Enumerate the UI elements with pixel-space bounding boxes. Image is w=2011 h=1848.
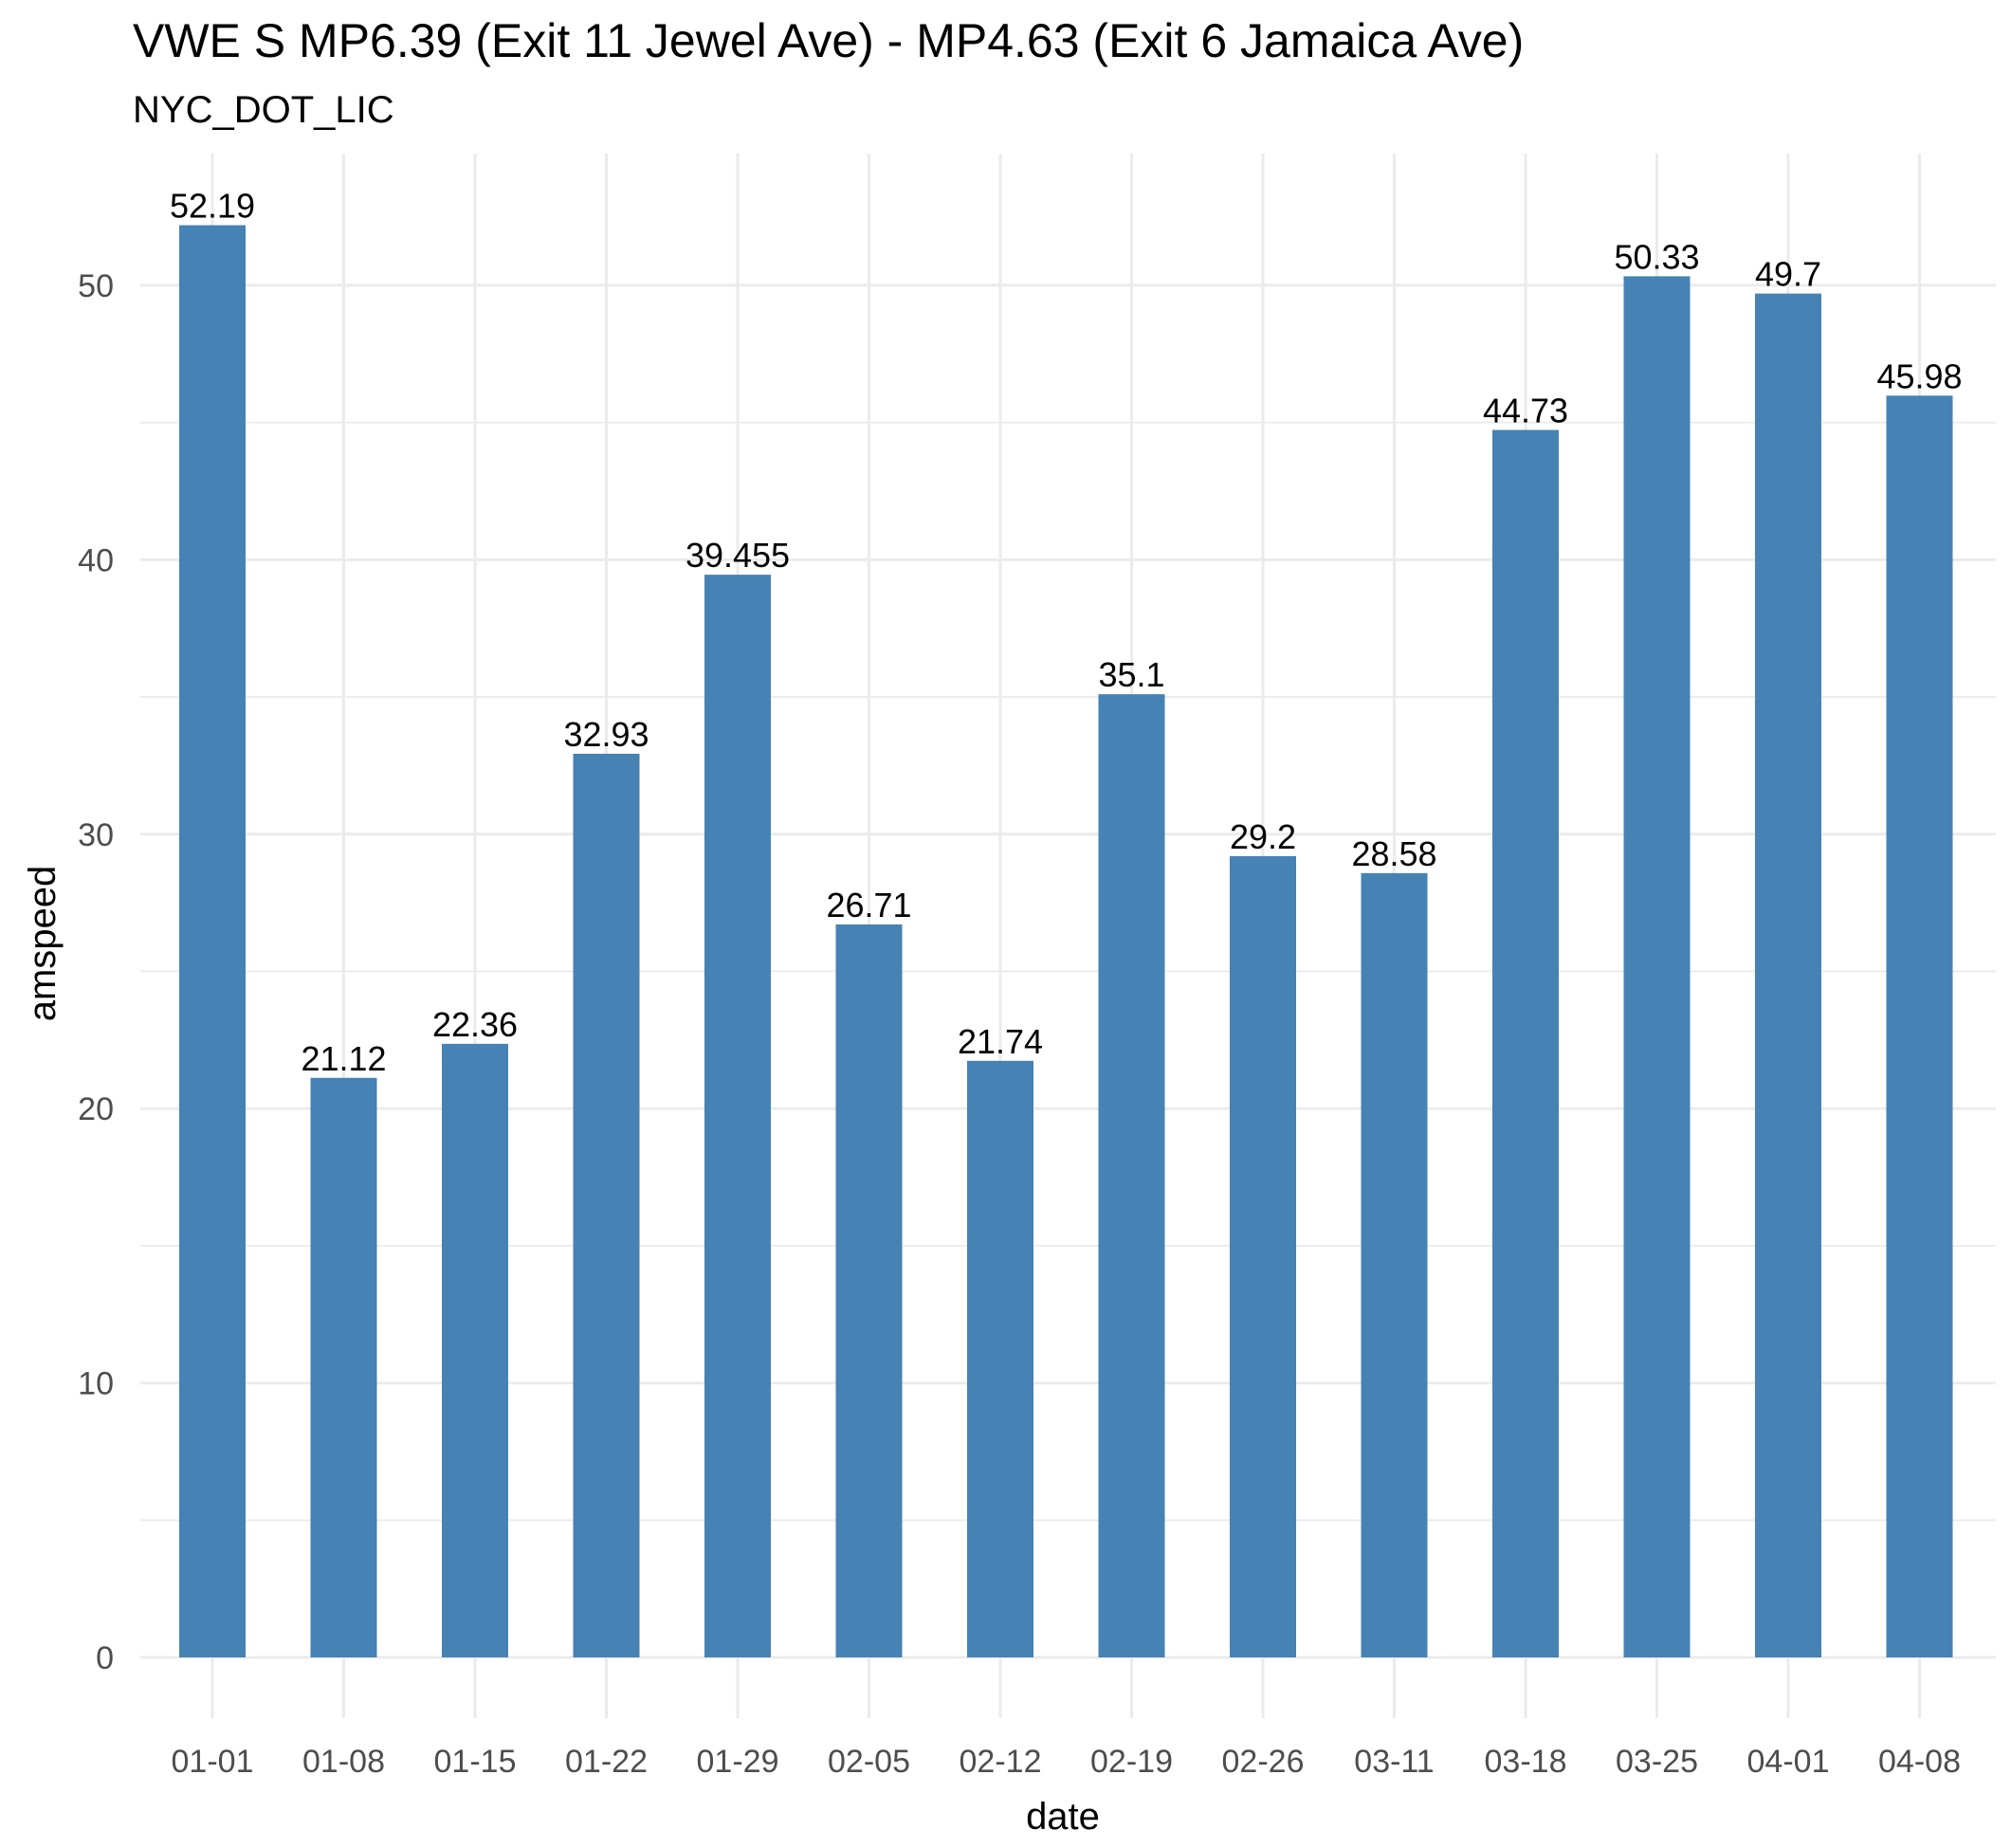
data-label-01-22: 32.93: [563, 715, 649, 754]
y-tick-label-30: 30: [78, 817, 114, 853]
x-axis-label: date: [1026, 1796, 1100, 1838]
data-label-03-11: 28.58: [1351, 834, 1436, 873]
x-tick-label-02-19: 02-19: [1090, 1744, 1173, 1780]
bar-04-08: [1886, 395, 1953, 1658]
bar-01-15: [442, 1043, 508, 1657]
x-tick-label-01-29: 01-29: [697, 1744, 779, 1780]
chart-subtitle: NYC_DOT_LIC: [133, 89, 394, 131]
data-label-02-12: 21.74: [958, 1022, 1043, 1061]
y-tick-label-20: 20: [78, 1091, 114, 1127]
data-label-01-08: 21.12: [301, 1039, 386, 1078]
bar-02-26: [1230, 855, 1296, 1657]
x-tick-label-01-08: 01-08: [302, 1744, 385, 1780]
y-tick-label-10: 10: [78, 1366, 114, 1402]
x-axis-ticks: 01-01 01-08 01-15 01-22 01-29 02-05 02-12 02-19…: [172, 1744, 1961, 1780]
data-label-04-01: 49.7: [1755, 255, 1821, 294]
data-label-01-29: 39.455: [686, 536, 790, 575]
y-axis-label: amspeed: [22, 866, 64, 1022]
bar-03-18: [1492, 430, 1559, 1658]
y-tick-label-50: 50: [78, 268, 114, 304]
bar-03-25: [1623, 276, 1691, 1657]
data-label-01-15: 22.36: [432, 1005, 518, 1044]
data-label-02-26: 29.2: [1230, 817, 1296, 856]
x-tick-label-03-11: 03-11: [1354, 1744, 1434, 1780]
x-tick-label-02-26: 02-26: [1222, 1744, 1305, 1780]
x-tick-label-01-15: 01-15: [434, 1744, 517, 1780]
bar-02-19: [1098, 694, 1165, 1657]
x-tick-label-03-18: 03-18: [1485, 1744, 1567, 1780]
bar-04-01: [1755, 293, 1821, 1658]
x-tick-label-02-05: 02-05: [828, 1744, 910, 1780]
data-label-02-05: 26.71: [826, 886, 911, 924]
bar-02-05: [835, 924, 903, 1657]
x-tick-label-01-22: 01-22: [565, 1744, 648, 1780]
chart-title: VWE S MP6.39 (Exit 11 Jewel Ave) - MP4.6…: [133, 14, 1525, 67]
bar-01-01: [179, 225, 246, 1657]
x-tick-label-04-01: 04-01: [1747, 1744, 1830, 1780]
bar-01-29: [704, 575, 771, 1658]
data-label-03-18: 44.73: [1483, 391, 1568, 430]
bars-group: [179, 225, 1953, 1658]
y-tick-label-0: 0: [96, 1640, 114, 1676]
y-tick-label-40: 40: [78, 542, 114, 578]
bar-02-12: [967, 1060, 1033, 1657]
data-label-01-01: 52.19: [170, 187, 255, 226]
grid-lines: [140, 154, 1996, 1718]
x-tick-label-04-08: 04-08: [1878, 1744, 1961, 1780]
bar-01-22: [573, 753, 640, 1657]
data-label-04-08: 45.98: [1876, 357, 1962, 395]
data-label-02-19: 35.1: [1098, 655, 1164, 694]
x-tick-label-01-01: 01-01: [172, 1744, 254, 1780]
x-tick-label-03-25: 03-25: [1616, 1744, 1698, 1780]
bar-01-08: [310, 1077, 377, 1657]
x-tick-label-02-12: 02-12: [960, 1744, 1042, 1780]
bar-03-11: [1361, 872, 1428, 1657]
data-label-03-25: 50.33: [1614, 237, 1699, 276]
y-axis-ticks: 0 10 20 30 40 50: [78, 268, 114, 1676]
data-labels-group: 52.19 21.12 22.36 32.93 39.455 26.71 21.74 35.1…: [170, 187, 1963, 1078]
